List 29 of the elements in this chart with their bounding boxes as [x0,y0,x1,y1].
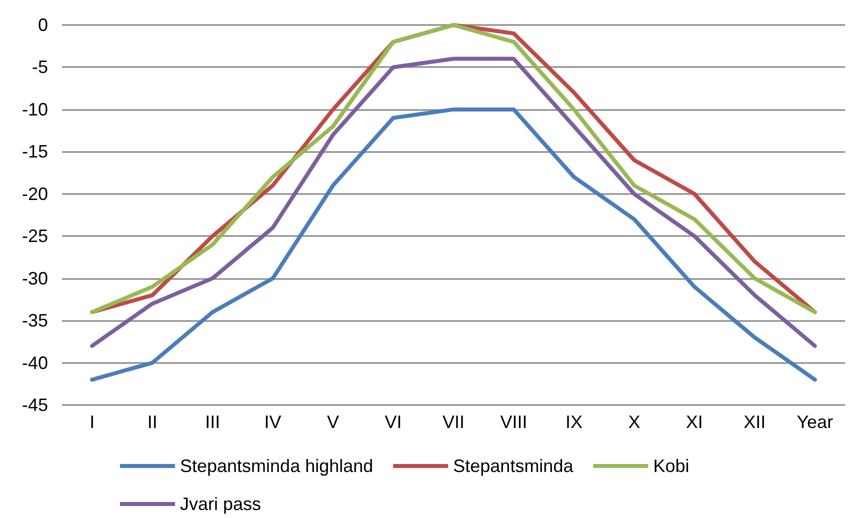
x-tick-label: V [327,412,340,432]
legend-label: Kobi [653,456,690,476]
y-tick-label: -20 [22,184,48,204]
y-tick-label: -45 [22,395,48,415]
y-tick-label: -30 [22,268,48,288]
x-tick-label: XI [686,412,703,432]
y-tick-label: -35 [22,310,48,331]
legend-label: Jvari pass [180,494,262,514]
line-series [90,56,817,348]
x-tick-label: VIII [500,412,528,432]
legend-label: Stepantsminda highland [180,456,374,476]
y-tick-label: -10 [22,99,48,120]
y-tick-label: -40 [22,352,48,373]
x-tick-label: Year [796,412,834,432]
y-tick-label: -25 [22,226,48,246]
legend-label: Stepantsminda [453,456,574,476]
x-tick-label: II [147,412,158,432]
y-tick-label: -15 [22,142,48,162]
x-tick-label: III [205,412,220,432]
y-tick-label: -5 [32,57,48,78]
line-series [90,107,817,382]
y-tick-label: 0 [38,15,48,35]
x-tick-label: IX [565,412,582,432]
x-tick-label: VII [442,412,465,432]
x-tick-label: IV [264,412,282,432]
x-tick-label: I [90,412,95,432]
x-tick-label: XII [744,412,766,432]
x-tick-label: X [628,412,640,432]
x-tick-label: VI [384,412,402,432]
